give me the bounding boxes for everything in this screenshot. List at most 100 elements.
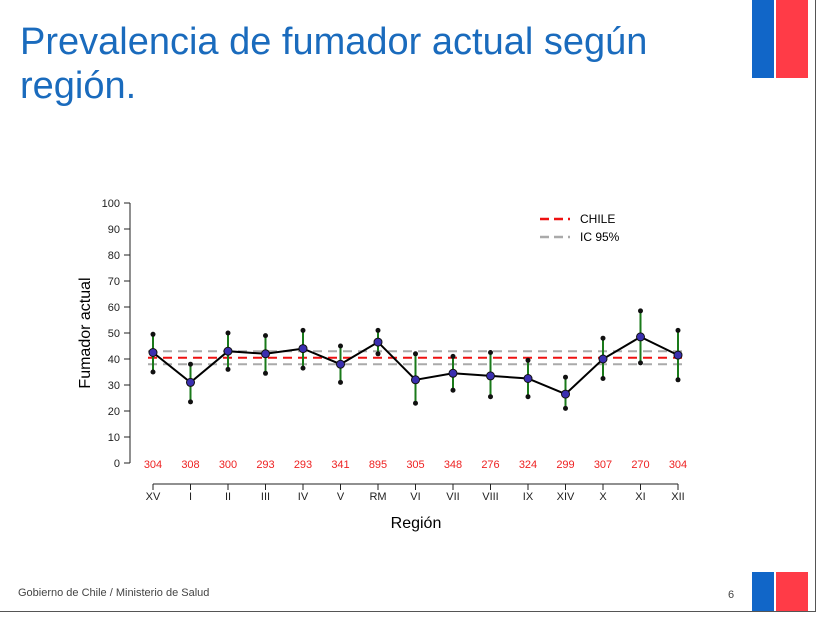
- y-tick-label: 0: [114, 458, 120, 470]
- y-tick-label: 20: [108, 406, 120, 418]
- x-tick-label: X: [599, 491, 607, 503]
- x-tick-label: RM: [369, 491, 386, 503]
- ci-lower-point: [375, 351, 381, 357]
- data-point: [673, 350, 683, 360]
- data-point: [561, 389, 570, 399]
- data-point: [486, 371, 495, 381]
- sample-size-label: 293: [294, 459, 312, 471]
- footer-text: Gobierno de Chile / Ministerio de Salud: [18, 587, 210, 599]
- ci-lower-point: [300, 365, 306, 371]
- sample-size-label: 307: [594, 459, 612, 471]
- x-tick-label: I: [189, 491, 192, 503]
- ci-upper-point: [638, 308, 643, 314]
- slide: Prevalencia de fumador actual según regi…: [0, 0, 816, 612]
- y-axis: 0 10 20 30 40 50 60 70 80 90 100: [102, 198, 131, 470]
- x-tick-label: II: [225, 491, 231, 503]
- y-tick-label: 80: [108, 250, 120, 262]
- chile-flag-logo-bottom: [752, 572, 808, 611]
- sample-size-label: 324: [519, 459, 537, 471]
- ci-upper-point: [413, 351, 418, 357]
- ci-upper-point: [188, 361, 193, 367]
- y-tick-label: 30: [108, 380, 120, 392]
- legend-label: IC 95%: [580, 230, 620, 244]
- x-axis-title: Región: [391, 515, 442, 532]
- ci-upper-point: [150, 331, 156, 337]
- ci-lower-point: [263, 370, 268, 376]
- x-axis: XV I II III IV V RM VI VII VIII IX XIV X XI XII: [146, 483, 685, 503]
- ci-upper-point: [300, 327, 306, 333]
- sample-size-label: 293: [256, 459, 274, 471]
- slide-title: Prevalencia de fumador actual según regi…: [20, 21, 648, 107]
- y-tick-label: 90: [108, 224, 120, 236]
- data-point: [523, 374, 533, 383]
- ci-upper-point: [375, 327, 381, 333]
- y-tick-label: 100: [102, 198, 120, 210]
- sample-size-label: 270: [631, 459, 649, 471]
- x-tick-label: IV: [298, 491, 309, 503]
- data-point: [223, 346, 233, 356]
- sample-size-label: 299: [556, 459, 574, 471]
- y-tick-label: 60: [108, 302, 120, 314]
- y-tick-label: 10: [108, 432, 120, 444]
- ci-lower-point: [188, 399, 193, 405]
- x-tick-label: III: [261, 491, 270, 503]
- ci-upper-point: [263, 333, 268, 339]
- y-axis-title: Fumador actual: [77, 277, 94, 388]
- x-tick-label: VII: [446, 491, 459, 503]
- ci-lower-point: [338, 379, 343, 385]
- sample-size-label: 300: [219, 459, 237, 471]
- x-tick-label: VIII: [482, 491, 499, 503]
- ci-upper-point: [488, 350, 493, 355]
- ci-lower-point: [563, 405, 568, 411]
- data-point: [298, 344, 308, 354]
- x-tick-label: V: [337, 491, 345, 503]
- ci-lower-point: [150, 369, 156, 375]
- series-line: [148, 332, 683, 399]
- ci-lower-point: [225, 366, 231, 372]
- x-tick-label: XIV: [557, 491, 575, 503]
- data-point: [598, 354, 608, 364]
- ci-lower-point: [525, 394, 531, 400]
- ci-upper-point: [525, 357, 531, 363]
- sample-size-label: 341: [331, 459, 349, 471]
- data-point: [186, 377, 195, 387]
- x-tick-label: IX: [523, 491, 534, 503]
- ci-upper-point: [450, 353, 456, 359]
- x-tick-label: VI: [410, 491, 420, 503]
- sample-size-label: 304: [669, 459, 687, 471]
- page-number: 6: [728, 589, 735, 601]
- sample-size-label: 348: [444, 459, 462, 471]
- ci-upper-point: [338, 343, 343, 349]
- ci-upper-point: [600, 335, 606, 341]
- data-point: [636, 332, 645, 342]
- ci-lower-point: [488, 394, 493, 400]
- ci-lower-point: [600, 376, 606, 381]
- chile-flag-logo-top: [752, 0, 808, 78]
- ci-lower-point: [413, 400, 418, 406]
- data-point: [411, 375, 420, 385]
- sample-size-label: 895: [369, 459, 387, 471]
- y-tick-label: 40: [108, 354, 120, 366]
- data-point: [448, 368, 458, 378]
- sample-size-label: 308: [181, 459, 199, 471]
- ci-upper-point: [225, 330, 231, 336]
- y-tick-label: 70: [108, 276, 120, 288]
- sample-size-label: 276: [481, 459, 499, 471]
- legend-label: CHILE: [580, 212, 615, 226]
- data-point: [336, 359, 345, 369]
- ci-upper-point: [675, 327, 681, 333]
- legend: CHILE IC 95%: [540, 212, 620, 244]
- x-tick-label: XII: [671, 491, 684, 503]
- ci-lower-point: [450, 387, 456, 393]
- data-point: [373, 337, 383, 347]
- sample-size-label: 305: [406, 459, 424, 471]
- ci-upper-point: [563, 374, 568, 380]
- sample-size-label: 304: [144, 459, 162, 471]
- data-point: [148, 348, 158, 357]
- data-point: [261, 349, 270, 359]
- ci-lower-point: [638, 360, 643, 366]
- ci-lower-point: [675, 377, 681, 383]
- sample-size-labels: 304 308 300 293 293 341 895 305 348 276 324 299 307 2…: [144, 459, 687, 471]
- x-tick-label: XI: [635, 491, 645, 503]
